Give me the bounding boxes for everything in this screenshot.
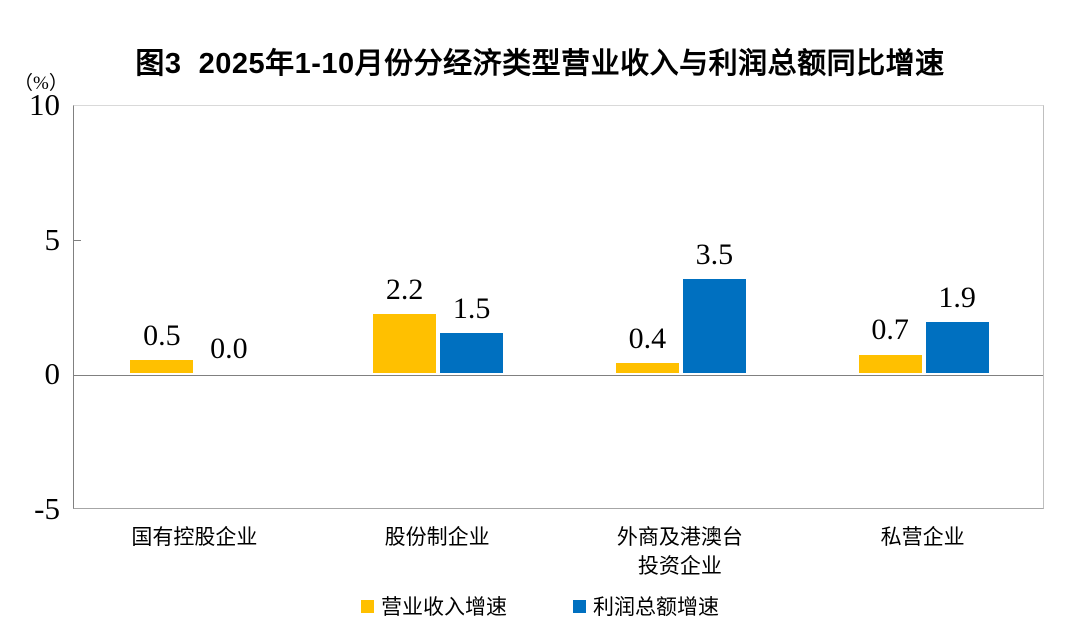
bar-value-label: 0.0	[210, 332, 248, 366]
y-tick-label: 0	[44, 356, 61, 392]
bar-value-label: 3.5	[695, 238, 734, 272]
bar	[615, 362, 679, 374]
chart-title: 图3 2025年1-10月份分经济类型营业收入与利润总额同比增速	[135, 48, 945, 80]
y-tick-label: 10	[29, 87, 60, 122]
bar-value-label: 1.9	[938, 281, 976, 315]
bar-value-label: 2.2	[385, 273, 424, 307]
y-axis-unit-label: （%）	[14, 73, 68, 94]
bar	[130, 359, 194, 374]
bar	[925, 322, 989, 374]
bar	[858, 354, 922, 374]
bar	[440, 332, 504, 374]
bar-value-label: 1.5	[452, 291, 491, 325]
legend-swatch-icon	[573, 599, 586, 613]
bar	[682, 279, 746, 374]
x-axis-label: 私营企业	[880, 526, 965, 549]
x-axis-label: 国有控股企业	[131, 526, 258, 549]
y-axis-tick	[74, 240, 81, 242]
chart-legend: 营业收入增速 利润总额增速	[0, 591, 1080, 621]
legend-item: 利润总额增速	[573, 591, 719, 621]
y-tick-label: -5	[34, 491, 60, 526]
plot-area: 0.5 0.0 2.2 1.5 0.4 3.5 0.7 1.9	[73, 105, 1044, 509]
zero-axis-line	[74, 374, 1043, 376]
bar-value-label: 0.4	[628, 321, 667, 355]
legend-label: 利润总额增速	[593, 596, 719, 619]
legend-item: 营业收入增速	[361, 591, 507, 621]
x-axis-label: 股份制企业	[384, 526, 490, 549]
legend-swatch-icon	[361, 599, 374, 613]
y-axis-tick	[74, 374, 81, 376]
x-axis-label: 外商及港澳台 投资企业	[616, 526, 743, 578]
y-tick-label: 5	[44, 221, 61, 257]
bar	[373, 314, 437, 374]
legend-label: 营业收入增速	[381, 596, 507, 619]
bar-value-label: 0.5	[143, 318, 181, 352]
bar-value-label: 0.7	[871, 313, 909, 347]
